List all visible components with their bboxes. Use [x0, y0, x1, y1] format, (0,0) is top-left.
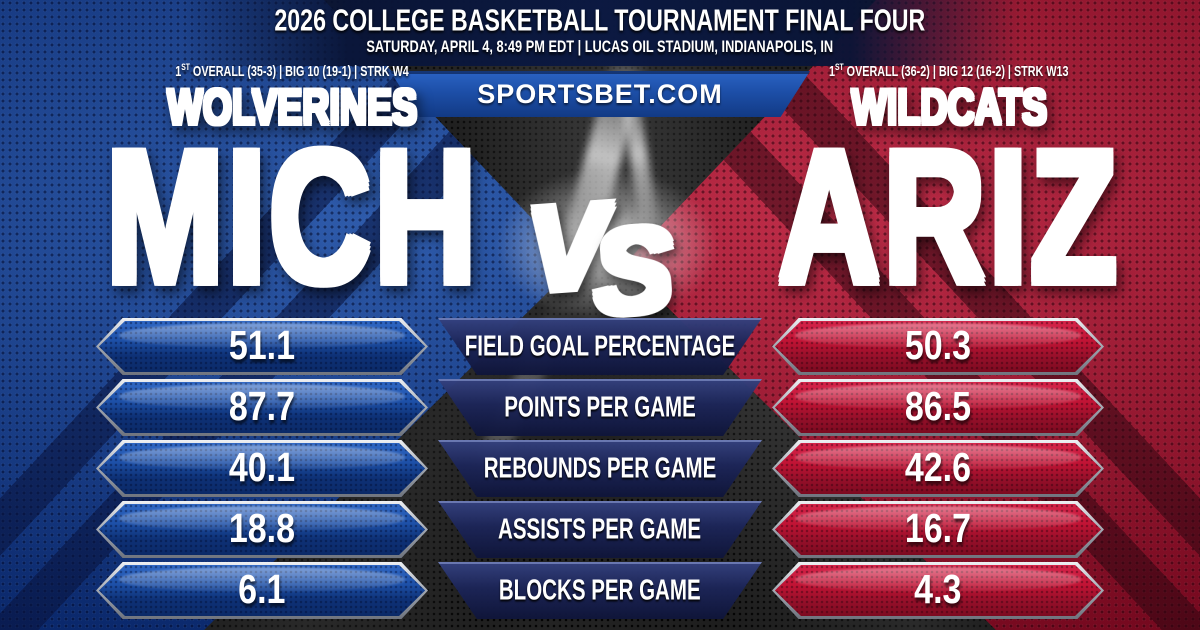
right-stat-value: 86.5 — [904, 384, 972, 430]
left-stat-value: 51.1 — [228, 323, 296, 369]
right-stat-banner: 4.3 — [772, 562, 1104, 619]
stat-label: REBOUNDS PER GAME — [483, 452, 717, 484]
stat-label-bar: FIELD GOAL PERCENTAGE — [438, 318, 762, 375]
right-stat-banner: 86.5 — [772, 379, 1104, 436]
stats-comparison: 51.1 FIELD GOAL PERCENTAGE 50.3 87.7 POI… — [0, 318, 1200, 623]
stat-label: POINTS PER GAME — [504, 391, 696, 423]
left-stat-value: 6.1 — [238, 567, 286, 613]
left-stat-value: 40.1 — [228, 445, 296, 491]
left-team-nickname: WOLVERINES — [166, 77, 417, 135]
stat-label-bar: BLOCKS PER GAME — [438, 562, 762, 619]
left-team-abbr: MICH — [105, 111, 479, 323]
right-team-abbr: ARIZ — [778, 111, 1120, 323]
right-team-record: 1ST OVERALL (36-2) | BIG 12 (16-2) | STR… — [829, 61, 1069, 79]
left-stat-value: 87.7 — [228, 384, 296, 430]
right-team-nickname: WILDCATS — [851, 77, 1047, 135]
right-stat-value: 42.6 — [904, 445, 972, 491]
stat-row-field-goal-percentage: 51.1 FIELD GOAL PERCENTAGE 50.3 — [0, 318, 1200, 375]
left-team-block: 1ST OVERALL (35-3) | BIG 10 (19-1) | STR… — [55, 61, 529, 323]
left-stat-banner: 6.1 — [96, 562, 428, 619]
right-stat-banner: 50.3 — [772, 318, 1104, 375]
stat-label-bar: REBOUNDS PER GAME — [438, 440, 762, 497]
left-team-record: 1ST OVERALL (35-3) | BIG 10 (19-1) | STR… — [175, 61, 409, 79]
left-stat-banner: 51.1 — [96, 318, 428, 375]
left-stat-banner: 40.1 — [96, 440, 428, 497]
vs-emblem: V S — [523, 178, 713, 341]
stat-label: ASSISTS PER GAME — [498, 513, 702, 545]
right-stat-value: 4.3 — [914, 567, 962, 613]
left-stat-value: 18.8 — [228, 506, 296, 552]
stat-label: BLOCKS PER GAME — [499, 574, 701, 606]
stat-label-bar: POINTS PER GAME — [438, 379, 762, 436]
sportsbook-banner[interactable]: SPORTSBET.COM — [390, 71, 810, 117]
right-team-block: 1ST OVERALL (36-2) | BIG 12 (16-2) | STR… — [712, 61, 1186, 323]
event-subtitle: SATURDAY, APRIL 4, 8:49 PM EDT | LUCAS O… — [0, 38, 1200, 57]
right-stat-value: 50.3 — [904, 323, 972, 369]
stat-row-rebounds-per-game: 40.1 REBOUNDS PER GAME 42.6 — [0, 440, 1200, 497]
stat-row-points-per-game: 87.7 POINTS PER GAME 86.5 — [0, 379, 1200, 436]
stat-row-assists-per-game: 18.8 ASSISTS PER GAME 16.7 — [0, 501, 1200, 558]
vs-letter-s: S — [588, 201, 678, 341]
stat-label: FIELD GOAL PERCENTAGE — [464, 330, 736, 362]
event-title: 2026 COLLEGE BASKETBALL TOURNAMENT FINAL… — [0, 4, 1200, 38]
stat-row-blocks-per-game: 6.1 BLOCKS PER GAME 4.3 — [0, 562, 1200, 619]
left-stat-banner: 18.8 — [96, 501, 428, 558]
stat-label-bar: ASSISTS PER GAME — [438, 501, 762, 558]
event-subtitle-text: SATURDAY, APRIL 4, 8:49 PM EDT | LUCAS O… — [366, 38, 834, 57]
header-band — [0, 0, 1200, 66]
right-stat-value: 16.7 — [904, 506, 972, 552]
event-title-text: 2026 COLLEGE BASKETBALL TOURNAMENT FINAL… — [274, 4, 926, 38]
right-stat-banner: 16.7 — [772, 501, 1104, 558]
sportsbook-url[interactable]: SPORTSBET.COM — [477, 78, 723, 109]
right-stat-banner: 42.6 — [772, 440, 1104, 497]
left-stat-banner: 87.7 — [96, 379, 428, 436]
